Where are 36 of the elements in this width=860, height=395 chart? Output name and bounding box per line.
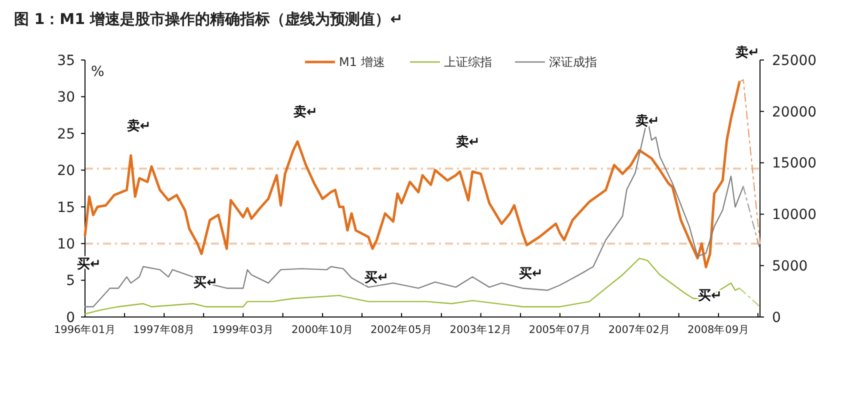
y-tick-label: 25	[57, 126, 75, 142]
annotation: 卖↵	[294, 105, 318, 120]
annotation: 买↵	[518, 266, 543, 282]
annotation: 买↵	[194, 275, 218, 290]
annotation: 卖↵	[126, 119, 151, 134]
x-tick-label: 2003年12月	[450, 324, 512, 336]
y-tick-label: 0	[66, 310, 75, 326]
annotation: 卖↵	[456, 135, 480, 150]
chart-title: 图 1：M1 增速是股市操作的精确指标（虚线为预测值）↵	[14, 10, 403, 28]
y2-tick-label: 0	[772, 310, 781, 326]
y-axis-title: %	[91, 64, 104, 80]
x-tick-label: 2005年07月	[528, 324, 592, 336]
y2-tick-label: 15000	[772, 156, 817, 172]
legend-label: 深证成指	[549, 55, 597, 70]
x-tick-label: 1997年08月	[133, 324, 196, 336]
x-tick-label: 2002年05月	[370, 324, 433, 336]
y-tick-label: 35	[57, 52, 75, 69]
annotation: 买↵	[364, 270, 388, 286]
y2-tick-label: 25000	[772, 52, 817, 69]
legend-label: 上证综指	[444, 55, 492, 70]
x-tick-label: 2000年10月	[292, 324, 354, 336]
x-tick-label: 1999年03月	[212, 324, 274, 336]
y-tick-label: 20	[57, 163, 75, 180]
annotation: 卖↵	[736, 46, 760, 61]
y-tick-label: 5	[66, 273, 75, 290]
y-tick-label: 10	[57, 236, 75, 252]
y-tick-label: 15	[57, 200, 75, 216]
x-tick-label: 1996年01月	[54, 324, 116, 336]
y-tick-label: 30	[57, 90, 75, 106]
legend-label: M1 增速	[339, 55, 385, 70]
x-tick-label: 2008年09月	[687, 324, 750, 336]
x-tick-label: 2007年02月	[608, 324, 670, 336]
y2-tick-label: 5000	[772, 258, 808, 274]
y2-tick-label: 20000	[772, 104, 817, 120]
annotation: 卖↵	[635, 114, 660, 129]
y2-tick-label: 10000	[772, 207, 817, 224]
